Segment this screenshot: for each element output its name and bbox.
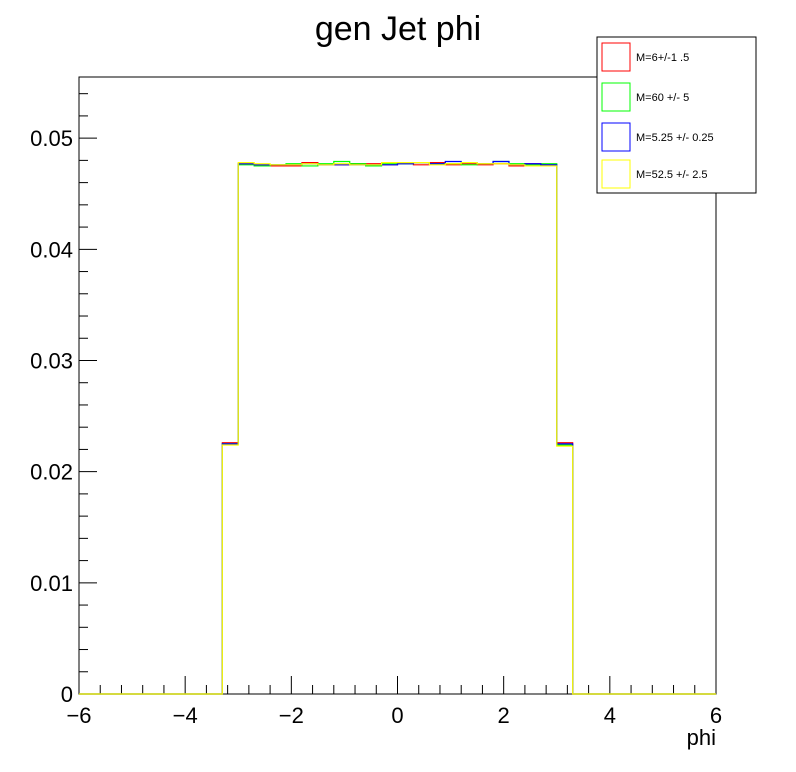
legend-swatch [601, 42, 631, 72]
chart-title: gen Jet phi [315, 10, 481, 48]
legend-swatch [601, 159, 631, 189]
x-tick-label: −4 [173, 703, 198, 728]
series-line-2 [79, 160, 716, 695]
x-tick-label: −2 [279, 703, 304, 728]
legend-swatch [601, 82, 631, 112]
y-tick-label: 0.02 [30, 460, 73, 485]
series-line-4 [79, 162, 716, 695]
x-tick-label: 4 [604, 703, 616, 728]
legend-label: M=6+/-1 .5 [636, 52, 689, 64]
legend-label: M=5.25 +/- 0.25 [636, 132, 714, 144]
x-axis: −6 −4 −2 0 2 4 6 [66, 676, 722, 728]
x-tick-label: −6 [66, 703, 91, 728]
legend-swatch [601, 122, 631, 152]
y-tick-label: 0.03 [30, 348, 73, 373]
x-tick-label: 0 [391, 703, 403, 728]
series-line-1 [79, 162, 716, 695]
legend: M=6+/-1 .5 M=60 +/- 5 M=5.25 +/- 0.25 M=52.… [596, 36, 757, 194]
legend-label: M=52.5 +/- 2.5 [636, 169, 708, 181]
y-tick-label: 0 [61, 682, 73, 707]
y-tick-label: 0.04 [30, 237, 73, 262]
y-tick-label: 0.05 [30, 126, 73, 151]
series-line-3 [79, 160, 716, 695]
x-axis-label: phi [687, 725, 716, 750]
series-layer [79, 160, 716, 695]
x-tick-label: 6 [710, 703, 722, 728]
legend-label: M=60 +/- 5 [636, 92, 689, 104]
x-tick-label: 2 [498, 703, 510, 728]
legend-box [596, 36, 757, 194]
y-axis: 0 0.01 0.02 0.03 0.04 0.05 [30, 93, 97, 707]
y-tick-label: 0.01 [30, 571, 73, 596]
